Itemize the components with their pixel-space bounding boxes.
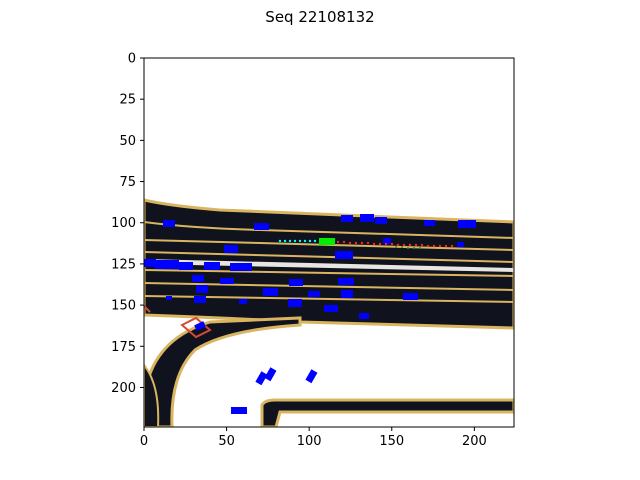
vehicle [458,220,476,228]
vehicle [194,296,206,303]
y-tick-label: 175 [111,340,136,355]
vehicle [155,260,179,269]
vehicle [375,217,387,224]
vehicle [163,220,175,227]
vehicle [263,288,278,296]
vehicle [308,291,320,297]
crosswalks [144,305,212,339]
vehicle [338,278,354,285]
vehicle [196,285,208,293]
vehicles [144,214,476,414]
y-axis: 0 25 50 75 100 125 150 175 200 [111,52,144,396]
vehicle [341,215,353,222]
vehicle [254,223,269,230]
vehicle [144,259,156,267]
y-tick-label: 0 [128,52,136,67]
x-tick-label: 50 [218,434,235,449]
predicted-trajectory [336,240,454,248]
vehicle [335,251,353,259]
vehicle [255,371,268,386]
vehicle [403,293,418,300]
map-plot [144,58,514,427]
vehicle [220,278,234,284]
y-tick-label: 50 [119,134,136,149]
figure-title: Seq 22108132 [265,8,374,26]
x-axis: 0 50 100 150 200 [140,427,487,449]
x-tick-label: 150 [379,434,404,449]
vehicle [324,305,338,312]
vehicle [359,313,369,319]
y-tick-label: 200 [111,381,136,396]
vehicle [305,369,318,384]
vehicle [360,214,374,222]
vehicle [166,296,172,300]
vehicle [194,321,206,331]
vehicle [457,242,464,247]
x-tick-label: 0 [140,434,148,449]
vehicle [239,299,247,304]
vehicle [383,238,391,244]
vehicle [424,220,435,226]
plot-frame [143,57,515,428]
vehicle [204,262,220,270]
median-strip [144,259,514,272]
x-tick-label: 100 [297,434,322,449]
vehicle [231,407,247,414]
lower-road [260,398,514,427]
vehicle [288,299,302,307]
history-trajectory [278,239,317,243]
y-tick-label: 75 [119,175,136,190]
y-tick-label: 150 [111,299,136,314]
vehicle [230,263,252,271]
vehicle [341,290,353,298]
ego-vehicle [319,238,335,245]
y-tick-label: 125 [111,257,136,272]
alt-trajectory [395,246,421,249]
vehicle [224,245,238,253]
vehicle [179,262,193,270]
y-tick-label: 100 [111,216,136,231]
vehicle [264,367,277,382]
vehicle [289,279,303,286]
x-tick-label: 200 [462,434,487,449]
y-tick-label: 25 [119,93,136,108]
vehicle [192,275,204,282]
curved-ramp-road [144,316,302,427]
